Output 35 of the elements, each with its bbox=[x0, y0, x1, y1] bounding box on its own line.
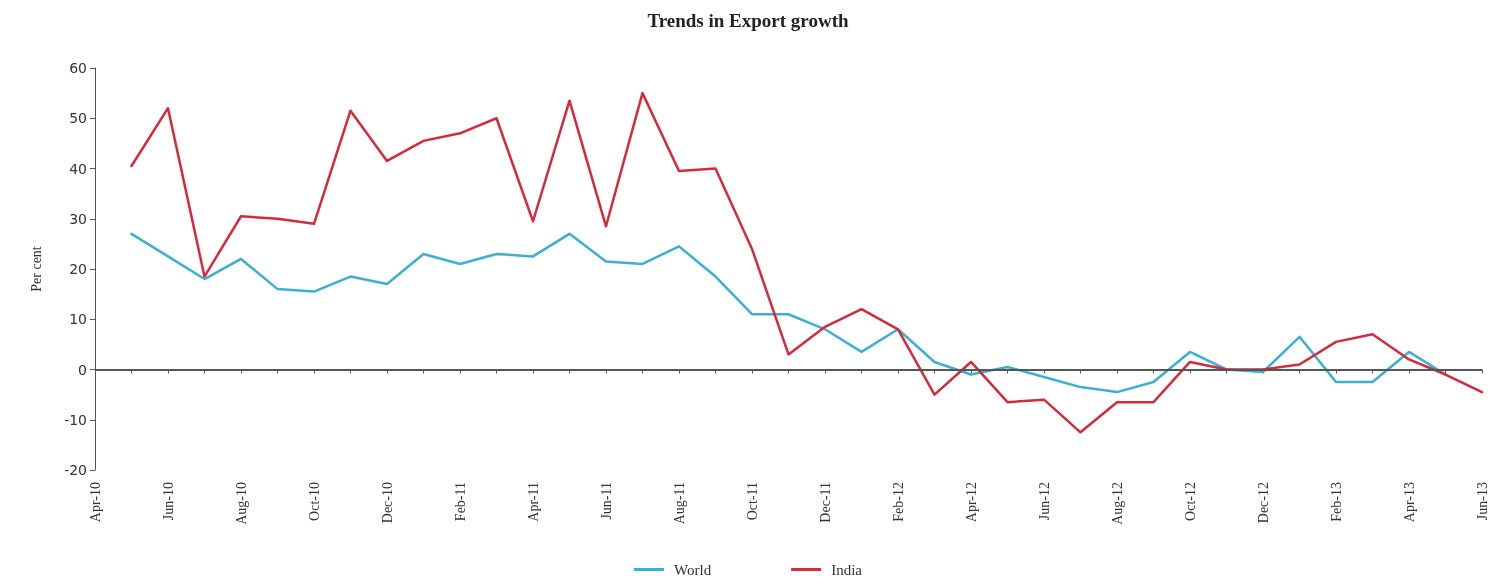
y-tick-label: -10 bbox=[64, 411, 87, 428]
x-tick-label: Oct-11 bbox=[744, 482, 760, 521]
x-tick-label: Apr-12 bbox=[963, 482, 979, 523]
y-tick-label: 20 bbox=[69, 261, 87, 277]
y-tick-label: 10 bbox=[69, 311, 87, 328]
y-tick-label: 0 bbox=[78, 361, 87, 378]
x-tick-label: Feb-11 bbox=[452, 482, 468, 522]
x-tick-label: Aug-12 bbox=[1109, 482, 1125, 525]
x-tick-label: Apr-10 bbox=[87, 482, 103, 523]
y-tick-label: 40 bbox=[69, 160, 87, 177]
x-tick-label: Feb-12 bbox=[890, 482, 906, 522]
y-tick-label: 50 bbox=[69, 110, 87, 127]
x-tick-label: Jun-11 bbox=[598, 482, 614, 520]
x-tick-label: Dec-11 bbox=[817, 482, 833, 523]
line-series bbox=[130, 232, 1447, 394]
x-tick-label: Feb-13 bbox=[1328, 482, 1344, 522]
x-tick-label: Oct-12 bbox=[1182, 482, 1198, 521]
x-tick-label: Oct-10 bbox=[306, 482, 322, 521]
x-tick-label: Apr-11 bbox=[525, 482, 541, 522]
y-tick-label: -20 bbox=[64, 462, 87, 478]
x-tick-label: Dec-10 bbox=[379, 482, 395, 524]
x-tick-label: Aug-10 bbox=[233, 482, 249, 525]
y-axis-title: Per cent bbox=[28, 246, 44, 292]
y-tick-label: 60 bbox=[69, 60, 87, 76]
x-tick-label: Jun-12 bbox=[1036, 482, 1052, 521]
legend-label: India bbox=[831, 561, 863, 578]
chart-title: Trends in Export growth bbox=[647, 10, 849, 31]
y-tick-label: 30 bbox=[69, 210, 87, 227]
x-tick-label: Dec-12 bbox=[1255, 482, 1271, 524]
x-tick-label: Aug-11 bbox=[671, 482, 687, 525]
x-tick-label: Apr-13 bbox=[1401, 482, 1417, 523]
line-series bbox=[130, 91, 1484, 434]
legend-label: World bbox=[674, 561, 712, 578]
x-tick-label: Jun-13 bbox=[1474, 482, 1490, 521]
x-tick-label: Jun-10 bbox=[160, 482, 176, 521]
